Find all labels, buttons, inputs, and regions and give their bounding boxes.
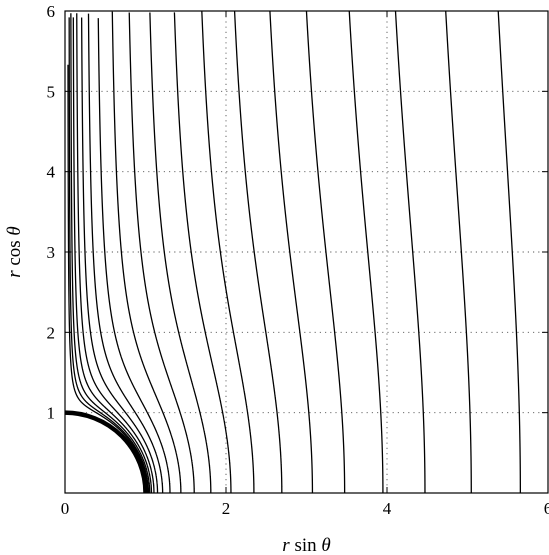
streamline	[80, 17, 159, 493]
streamline	[87, 13, 164, 493]
x-tick-label: 6	[544, 499, 549, 518]
streamline	[233, 10, 283, 493]
streamline	[173, 12, 232, 493]
x-axis-label-r: r	[282, 535, 290, 555]
grid-lines	[65, 11, 548, 493]
streamline	[497, 10, 521, 493]
x-axis-label: r sin θ	[282, 535, 330, 555]
sphere-boundary	[64, 410, 148, 494]
streamline	[394, 10, 426, 493]
streamline	[201, 10, 255, 493]
x-tick-label: 4	[383, 499, 392, 518]
y-tick-label: 5	[47, 82, 56, 101]
streamlines	[67, 10, 521, 493]
y-tick-label: 4	[47, 163, 56, 182]
x-tick-labels: 0 2 4 6	[61, 499, 549, 518]
axis-ticks	[64, 10, 549, 494]
streamline	[76, 13, 155, 493]
y-axis-label-r: r	[4, 270, 25, 278]
y-tick-label: 3	[47, 243, 56, 262]
x-tick-label: 0	[61, 499, 70, 518]
streamline	[305, 10, 346, 493]
y-tick-label: 2	[47, 323, 56, 342]
streamline	[128, 12, 195, 493]
streamline	[68, 17, 150, 493]
y-axis-label-theta: θ	[4, 226, 25, 235]
streamline	[348, 10, 384, 493]
streamline	[72, 17, 153, 493]
streamline	[149, 12, 212, 493]
plot-frame	[64, 10, 549, 494]
streamline	[70, 13, 151, 493]
y-tick-label: 6	[47, 2, 56, 21]
x-axis-label-sin: sin	[290, 535, 322, 555]
streamline	[97, 18, 171, 493]
y-axis-label: r cos θ	[4, 226, 25, 278]
x-tick-label: 2	[222, 499, 231, 518]
streamline	[445, 10, 472, 493]
streamline	[269, 11, 314, 493]
y-tick-labels: 1 2 3 4 5 6	[47, 2, 56, 423]
y-tick-label: 1	[47, 404, 56, 423]
x-axis-label-theta: θ	[321, 535, 330, 555]
y-axis-label-cos: cos	[4, 236, 25, 271]
streamline	[111, 11, 182, 493]
